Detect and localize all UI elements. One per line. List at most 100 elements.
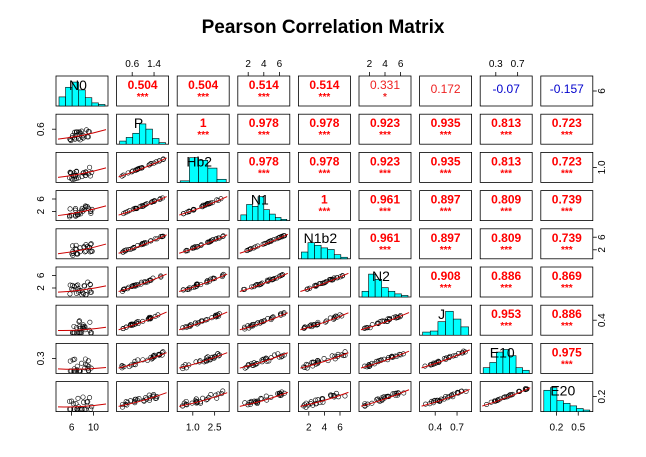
tick-label: 2 bbox=[36, 208, 47, 214]
scatter-point bbox=[154, 236, 160, 242]
scatter-point bbox=[70, 357, 76, 363]
scatter-point bbox=[375, 320, 381, 326]
scatter-point bbox=[430, 400, 436, 406]
histogram-bar bbox=[569, 405, 577, 412]
panel-frame bbox=[297, 151, 351, 183]
scatter-point bbox=[369, 360, 375, 366]
panel-frame bbox=[358, 190, 412, 222]
significance-stars: *** bbox=[561, 321, 573, 332]
scatter-point bbox=[275, 351, 281, 357]
scatter-point bbox=[502, 394, 508, 400]
smoother-line bbox=[421, 388, 470, 407]
tick-label: 0.5 bbox=[571, 423, 585, 434]
tick-label: 0.4 bbox=[428, 423, 442, 434]
smoother-line bbox=[179, 311, 228, 331]
scatter-point bbox=[328, 392, 334, 398]
scatter-point bbox=[75, 395, 81, 401]
scatter-point bbox=[74, 129, 80, 135]
scatter-point bbox=[80, 394, 86, 400]
panel-frame bbox=[358, 228, 412, 260]
correlation-value: 0.739 bbox=[552, 193, 582, 207]
scatter-point bbox=[67, 398, 73, 404]
scatter-point bbox=[87, 164, 93, 170]
panel-frame bbox=[237, 342, 291, 374]
scatter-point bbox=[340, 273, 346, 279]
panel-frame bbox=[116, 75, 169, 107]
scatter-point bbox=[242, 365, 248, 371]
scatter-point bbox=[82, 283, 88, 289]
significance-stars: *** bbox=[440, 245, 452, 256]
panel-frame bbox=[479, 381, 533, 413]
scatter-point bbox=[160, 233, 166, 239]
histogram-bar bbox=[301, 251, 309, 260]
scatter-point bbox=[331, 275, 337, 281]
panel-frame bbox=[358, 113, 412, 145]
tick-label: 2 bbox=[36, 285, 47, 291]
significance-stars: *** bbox=[561, 168, 573, 179]
scatter-point bbox=[67, 206, 73, 212]
scatter-point bbox=[79, 174, 85, 180]
scatter-point bbox=[313, 401, 319, 407]
tick-label: 2 bbox=[306, 423, 312, 434]
tick-label: 6 bbox=[277, 59, 283, 70]
scatter-point bbox=[87, 282, 93, 288]
scatter-point bbox=[441, 396, 447, 402]
correlation-value: 0.886 bbox=[552, 307, 582, 321]
scatter-point bbox=[76, 324, 82, 330]
histogram-bar bbox=[522, 369, 530, 374]
scatter-point bbox=[395, 314, 401, 320]
tick-label: 6 bbox=[398, 59, 404, 70]
scatter-point bbox=[70, 243, 76, 249]
correlation-value: 0.504 bbox=[188, 78, 218, 92]
correlation-value: -0.157 bbox=[550, 82, 584, 96]
tick-label: 0.4 bbox=[597, 313, 608, 327]
scatter-point bbox=[75, 132, 81, 138]
variable-name: N2 bbox=[372, 268, 390, 284]
scatter-point bbox=[70, 401, 76, 407]
scatter-point bbox=[122, 248, 128, 254]
scatter-point bbox=[278, 354, 284, 360]
panel-frame bbox=[176, 190, 230, 222]
scatter-point bbox=[87, 395, 93, 401]
scatter-point bbox=[70, 133, 76, 139]
scatter-point bbox=[150, 393, 156, 399]
panel-frame bbox=[237, 113, 291, 145]
histogram-bar bbox=[327, 249, 335, 260]
scatter-point bbox=[320, 396, 326, 402]
panel-frame bbox=[479, 304, 533, 336]
panel-frame bbox=[55, 151, 109, 183]
scatter-point bbox=[72, 207, 78, 213]
variable-name: N0 bbox=[69, 77, 87, 93]
correlation-value: 0.978 bbox=[309, 154, 339, 168]
panel-frame bbox=[116, 342, 169, 374]
panel-frame bbox=[297, 190, 351, 222]
scatter-point bbox=[261, 318, 267, 324]
correlation-value: 0.331 bbox=[370, 78, 400, 92]
scatter-point bbox=[157, 196, 163, 202]
scatter-point bbox=[73, 169, 79, 175]
scatter-point bbox=[193, 396, 199, 402]
scatter-point bbox=[84, 204, 90, 210]
correlation-value: -0.07 bbox=[493, 82, 521, 96]
histogram-bar bbox=[179, 180, 190, 183]
smoother-line bbox=[360, 312, 410, 331]
scatter-point bbox=[381, 356, 387, 362]
tick-label: 6 bbox=[597, 234, 608, 240]
smoother-line bbox=[57, 243, 107, 255]
scatter-point bbox=[259, 359, 265, 365]
smoother-line bbox=[179, 352, 228, 369]
tick-label: 0.3 bbox=[36, 351, 47, 365]
correlation-value: 1 bbox=[321, 193, 328, 207]
scatter-point bbox=[385, 357, 391, 363]
smoother-line bbox=[118, 234, 167, 254]
panel-frame bbox=[419, 266, 473, 298]
panel-frame bbox=[540, 266, 594, 298]
correlation-value: 0.886 bbox=[491, 269, 521, 283]
histogram-bar bbox=[489, 362, 497, 374]
scatter-point bbox=[213, 392, 219, 398]
correlation-value: 0.809 bbox=[491, 193, 521, 207]
significance-stars: *** bbox=[561, 245, 573, 256]
histogram-bar bbox=[576, 408, 584, 412]
correlation-value: 0.935 bbox=[431, 116, 461, 130]
scatter-point bbox=[74, 363, 80, 369]
